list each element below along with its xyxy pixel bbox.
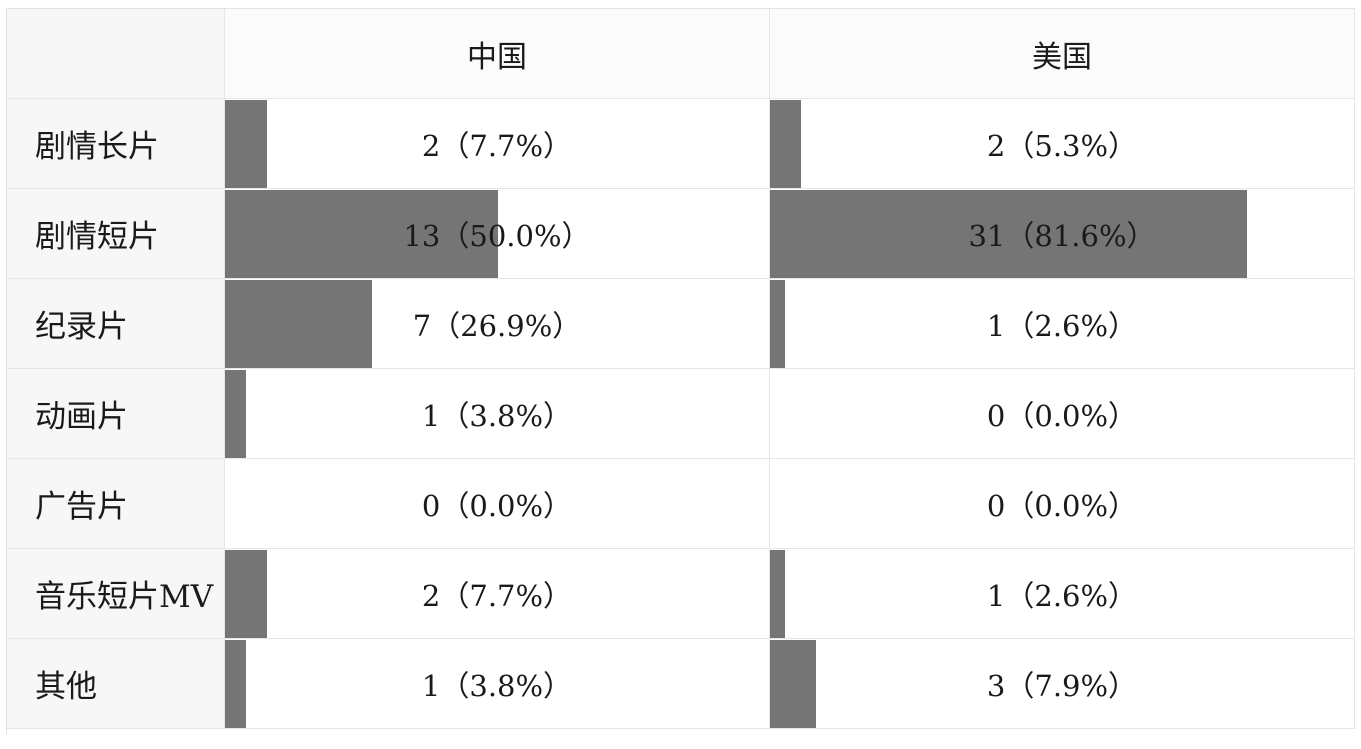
data-bar-china [225, 190, 498, 278]
value-label-china: 1（3.8%） [421, 668, 573, 703]
data-bar-usa [770, 640, 816, 728]
data-bar-table: 中国 美国 剧情长片 2（7.7%） 2（5.3%） 剧情短片 13（50.0%） 31（… [6, 8, 1355, 734]
data-bar-usa [770, 100, 801, 188]
data-bar-china [225, 640, 246, 728]
data-bar-usa [770, 280, 785, 368]
value-cell-usa: 1（2.6%） [770, 279, 1355, 368]
data-bar-china [225, 100, 267, 188]
category-label: 剧情短片 [35, 219, 159, 255]
value-cell-china: 1（3.8%） [225, 369, 770, 458]
value-label-china: 1（3.8%） [421, 398, 573, 433]
value-label-usa: 0（0.0%） [986, 488, 1138, 523]
value-label-china: 2（7.7%） [421, 128, 573, 163]
table-row: 其他 1（3.8%） 3（7.9%） [7, 639, 1355, 729]
category-cell: 动画片 [7, 369, 225, 458]
value-label-china: 2（7.7%） [421, 578, 573, 613]
category-label: 动画片 [35, 399, 128, 435]
header-cell-china: 中国 [225, 9, 770, 98]
data-bar-usa [770, 550, 785, 638]
table-row: 音乐短片MV 2（7.7%） 1（2.6%） [7, 549, 1355, 639]
value-label-china: 0（0.0%） [421, 488, 573, 523]
value-cell-china: 2（7.7%） [225, 549, 770, 638]
header-corner-cell [7, 9, 225, 98]
value-cell-usa: 1（2.6%） [770, 549, 1355, 638]
category-cell: 剧情长片 [7, 99, 225, 188]
category-cell: 广告片 [7, 459, 225, 548]
data-bar-china [225, 550, 267, 638]
category-cell: 剧情短片 [7, 189, 225, 278]
category-cell: 纪录片 [7, 279, 225, 368]
data-bar-usa [770, 190, 1247, 278]
value-cell-usa: 2（5.3%） [770, 99, 1355, 188]
value-label-usa: 3（7.9%） [986, 668, 1138, 703]
category-label: 音乐短片MV [35, 579, 214, 615]
table-row: 广告片 0（0.0%） 0（0.0%） [7, 459, 1355, 549]
table-row: 剧情长片 2（7.7%） 2（5.3%） [7, 99, 1355, 189]
value-cell-usa: 3（7.9%） [770, 639, 1355, 728]
value-label-china: 7（26.9%） [412, 308, 582, 343]
category-label: 剧情长片 [35, 129, 159, 165]
value-cell-usa: 0（0.0%） [770, 369, 1355, 458]
value-cell-usa: 0（0.0%） [770, 459, 1355, 548]
table-row: 剧情短片 13（50.0%） 31（81.6%） [7, 189, 1355, 279]
value-label-usa: 0（0.0%） [986, 398, 1138, 433]
category-label: 广告片 [35, 489, 128, 525]
value-cell-usa: 31（81.6%） [770, 189, 1355, 278]
category-cell: 其他 [7, 639, 225, 728]
category-cell: 音乐短片MV [7, 549, 225, 638]
column-header-china: 中国 [467, 39, 527, 75]
header-cell-usa: 美国 [770, 9, 1355, 98]
header-row: 中国 美国 [7, 9, 1355, 99]
value-cell-china: 0（0.0%） [225, 459, 770, 548]
column-header-usa: 美国 [1032, 39, 1092, 75]
value-cell-china: 13（50.0%） [225, 189, 770, 278]
data-bar-china [225, 280, 372, 368]
value-cell-china: 1（3.8%） [225, 639, 770, 728]
value-cell-china: 2（7.7%） [225, 99, 770, 188]
value-label-usa: 1（2.6%） [986, 578, 1138, 613]
value-label-usa: 1（2.6%） [986, 308, 1138, 343]
value-label-china: 13（50.0%） [403, 218, 591, 253]
table-row: 纪录片 7（26.9%） 1（2.6%） [7, 279, 1355, 369]
data-bar-china [225, 370, 246, 458]
value-cell-china: 7（26.9%） [225, 279, 770, 368]
category-label: 纪录片 [35, 309, 128, 345]
category-label: 其他 [35, 669, 97, 705]
value-label-usa: 31（81.6%） [968, 218, 1156, 253]
table-row: 动画片 1（3.8%） 0（0.0%） [7, 369, 1355, 459]
value-label-usa: 2（5.3%） [986, 128, 1138, 163]
